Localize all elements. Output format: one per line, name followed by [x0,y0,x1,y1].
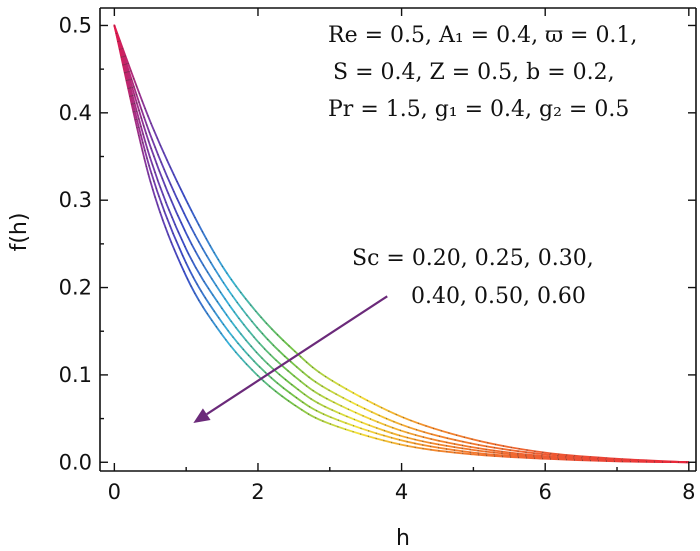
y-tick-label: 0.5 [59,13,92,37]
parameters-annotation: Re = 0.5, A₁ = 0.4, ϖ = 0.1, S = 0.4, Z … [328,23,637,122]
ticks-layer: 0 2 4 6 8 0.0 0.1 0.2 0.3 0.4 0.5 [59,8,696,504]
sc-annotation: Sc = 0.20, 0.25, 0.30, 0.40, 0.50, 0.60 [352,246,594,309]
sc-line-1: Sc = 0.20, 0.25, 0.30, [352,246,594,271]
arrow-head [193,408,211,423]
y-tick-label: 0.0 [59,450,92,474]
y-axis-title: f(h) [7,213,32,252]
series-dots-sc-0_2 [113,25,689,463]
y-tick-label: 0.2 [59,276,92,300]
arrow-shaft [206,295,388,416]
x-tick-label: 8 [682,480,695,504]
params-line-1: Re = 0.5, A₁ = 0.4, ϖ = 0.1, [328,23,637,48]
y-tick-label: 0.1 [59,363,92,387]
series-dots-sc-0_6 [113,25,689,463]
sc-line-2: 0.40, 0.50, 0.60 [411,284,586,309]
x-tick-label: 6 [539,480,552,504]
x-axis-title: h [396,526,410,551]
series-line-sc-0_25 [113,24,690,464]
x-tick-label: 4 [395,480,408,504]
series-layer [113,24,690,464]
axes-layer [99,7,697,472]
x-tick-label: 2 [251,480,264,504]
y-tick-label: 0.4 [59,101,92,125]
x-tick-label: 0 [108,480,121,504]
y-tick-label: 0.3 [59,188,92,212]
sc-trend-arrow [193,295,388,423]
params-line-2: S = 0.4, Z = 0.5, b = 0.2, [333,60,615,85]
params-line-3: Pr = 1.5, g₁ = 0.4, g₂ = 0.5 [328,97,629,122]
